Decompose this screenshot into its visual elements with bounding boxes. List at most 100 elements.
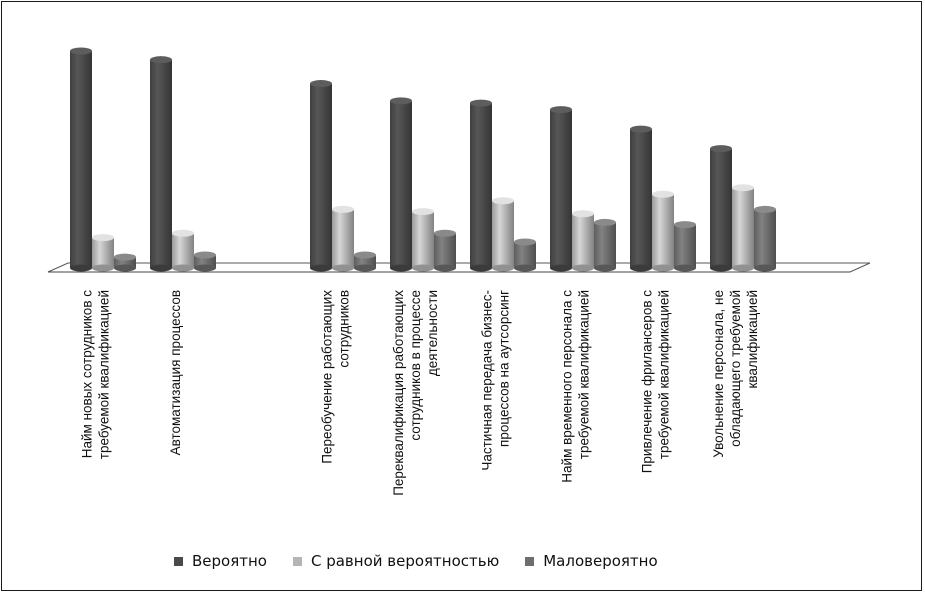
bar-body bbox=[674, 224, 696, 268]
category-label-line: требуемой квалификацией bbox=[577, 290, 592, 459]
bar-base bbox=[732, 264, 754, 272]
category-label-1: Найм новых сотрудников с требуемой квалиф… bbox=[80, 290, 112, 459]
category-label-4: Переобучение работающих сотрудников bbox=[320, 290, 352, 464]
bar-base bbox=[114, 264, 136, 272]
bar-base bbox=[754, 264, 776, 272]
category-label-line: Привлечение фрилансеров с bbox=[640, 290, 655, 474]
bar-base bbox=[434, 264, 456, 272]
bar-top bbox=[652, 190, 674, 198]
bar-9-series-3 bbox=[754, 205, 776, 272]
bar-5-series-1 bbox=[390, 97, 412, 272]
bar-base bbox=[150, 264, 172, 272]
bar-base bbox=[412, 264, 434, 272]
bar-base bbox=[550, 264, 572, 272]
bar-body bbox=[412, 211, 434, 268]
bar-body bbox=[630, 129, 652, 268]
bar-body bbox=[92, 237, 114, 268]
bar-body bbox=[652, 194, 674, 268]
category-label-8: Привлечение фрилансеров с требуемой квали… bbox=[640, 290, 672, 474]
bar-body bbox=[572, 213, 594, 268]
bar-5-series-2 bbox=[412, 208, 434, 272]
bar-4-series-1 bbox=[310, 80, 332, 272]
bar-4-series-3 bbox=[354, 251, 376, 272]
category-label-2: Автоматизация процессов bbox=[168, 290, 183, 455]
category-label-line: Найм новых сотрудников с bbox=[80, 290, 95, 458]
category-label-line: Автоматизация процессов bbox=[168, 290, 183, 455]
bar-base bbox=[470, 264, 492, 272]
bar-2-series-3 bbox=[194, 251, 216, 272]
category-label-line: требуемой квалификацией bbox=[657, 290, 672, 459]
bar-base bbox=[514, 264, 536, 272]
bar-top bbox=[572, 210, 594, 218]
category-labels: Найм новых сотрудников с требуемой квалиф… bbox=[80, 290, 761, 496]
bar-body bbox=[434, 233, 456, 268]
bar-base bbox=[354, 264, 376, 272]
bar-body bbox=[310, 83, 332, 268]
bar-6-series-1 bbox=[470, 99, 492, 272]
bar-8-series-3 bbox=[674, 221, 696, 272]
bar-body bbox=[354, 254, 376, 268]
bar-base bbox=[194, 264, 216, 272]
bar-base bbox=[572, 264, 594, 272]
bar-7-series-1 bbox=[550, 106, 572, 272]
bar-top bbox=[114, 253, 136, 261]
bar-base bbox=[310, 264, 332, 272]
bar-base bbox=[390, 264, 412, 272]
bar-4-series-2 bbox=[332, 205, 354, 272]
bar-1-series-3 bbox=[114, 253, 136, 272]
bar-top bbox=[412, 208, 434, 216]
bar-8-series-2 bbox=[652, 190, 674, 272]
bar-base bbox=[652, 264, 674, 272]
bar-1-series-2 bbox=[92, 234, 114, 272]
legend: Вероятно С равной вероятностью Маловероя… bbox=[174, 552, 684, 570]
category-label-line: Увольнение персонала, не bbox=[711, 290, 726, 458]
legend-label-series-3: Маловероятно bbox=[543, 552, 658, 570]
bar-base bbox=[332, 264, 354, 272]
bar-body bbox=[514, 241, 536, 268]
bar-body bbox=[710, 148, 732, 268]
bar-7-series-2 bbox=[572, 210, 594, 272]
bar-base bbox=[630, 264, 652, 272]
category-label-line: Частичная передача бизнес- bbox=[480, 290, 495, 471]
bar-top bbox=[310, 80, 332, 88]
bar-top bbox=[754, 205, 776, 213]
category-label-7: Найм временного персонала с требуемой ква… bbox=[560, 290, 592, 483]
bar-body bbox=[470, 103, 492, 268]
bar-base bbox=[710, 264, 732, 272]
legend-item-series-2: С равной вероятностью bbox=[292, 552, 499, 570]
bar-9-series-1 bbox=[710, 145, 732, 272]
legend-swatch-series-3 bbox=[525, 556, 535, 566]
bar-body bbox=[70, 51, 92, 268]
bar-body bbox=[172, 233, 194, 268]
bar-body bbox=[150, 59, 172, 269]
bar-6-series-3 bbox=[514, 238, 536, 272]
category-label-5: Переквалификация работающих сотрудников в… bbox=[391, 290, 440, 496]
bar-9-series-2 bbox=[732, 184, 754, 272]
legend-item-series-1: Вероятно bbox=[174, 552, 267, 570]
category-label-6: Частичная передача бизнес-процессов на а… bbox=[480, 290, 512, 471]
category-label-line: Найм временного персонала с bbox=[560, 290, 575, 483]
bar-body bbox=[732, 187, 754, 268]
bar-top bbox=[470, 99, 492, 107]
legend-swatch-series-1 bbox=[174, 556, 183, 566]
bar-base bbox=[674, 264, 696, 272]
bar-6-series-2 bbox=[492, 197, 514, 272]
bar-5-series-3 bbox=[434, 229, 456, 272]
legend-item-series-3: Маловероятно bbox=[525, 552, 658, 570]
bar-base bbox=[70, 264, 92, 272]
bar-base bbox=[594, 264, 616, 272]
bar-2-series-1 bbox=[150, 56, 172, 272]
category-label-9: Увольнение персонала, не обладающего треб… bbox=[711, 290, 760, 458]
bar-base bbox=[492, 264, 514, 272]
bar-top bbox=[172, 229, 194, 237]
bar-body bbox=[594, 222, 616, 268]
bar-top bbox=[354, 251, 376, 259]
category-label-line: требуемой квалификацией bbox=[97, 290, 112, 459]
bars-layer bbox=[70, 47, 776, 272]
category-label-line: Переквалификация работающих bbox=[391, 290, 406, 496]
bar-body bbox=[332, 209, 354, 268]
bar-top bbox=[732, 184, 754, 192]
bar-body bbox=[194, 254, 216, 268]
bar-top bbox=[514, 238, 536, 246]
bar-1-series-1 bbox=[70, 47, 92, 272]
